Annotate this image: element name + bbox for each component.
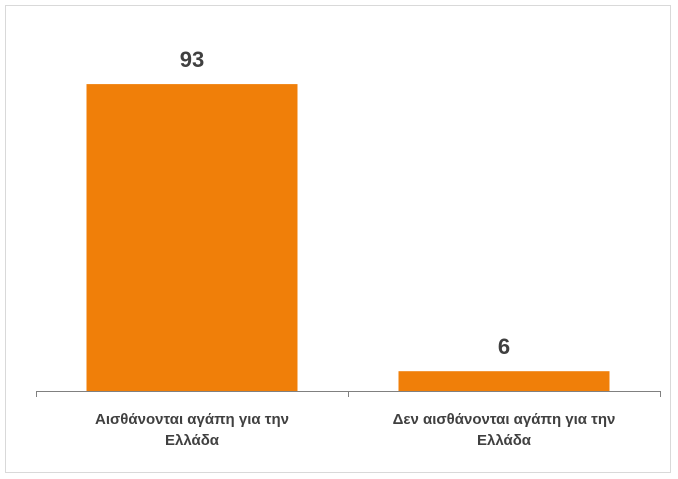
bar-2 (398, 371, 610, 391)
category-label-1-line-1: Αισθάνονται αγάπη για την (95, 411, 289, 428)
data-label-2: 6 (498, 334, 510, 359)
data-label-1: 93 (180, 47, 204, 72)
category-label-1-line-2: Ελλάδα (165, 432, 220, 449)
bar-1 (86, 84, 298, 391)
category-label-2-line-1: Δεν αισθάνονται αγάπη για την (393, 411, 616, 428)
category-label-2-line-2: Ελλάδα (477, 432, 532, 449)
plot-area: 93 Αισθάνονται αγάπη για την Ελλάδα 6 Δεν αι… (36, 47, 661, 449)
